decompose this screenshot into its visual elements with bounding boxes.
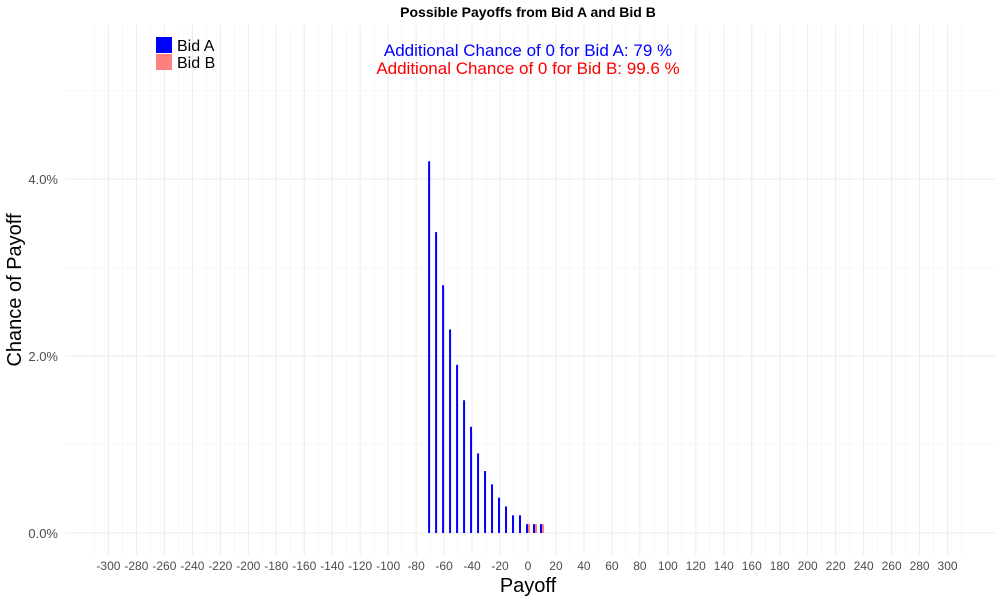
annotation-bid-b: Additional Chance of 0 for Bid B: 99.6 % [376, 59, 679, 78]
bar-bid-a [428, 161, 431, 534]
x-tick-label: 140 [714, 559, 734, 573]
x-tick-label: -280 [124, 559, 148, 573]
x-tick-label: -20 [491, 559, 509, 573]
x-tick-label: -160 [292, 559, 316, 573]
x-tick-label: -200 [236, 559, 260, 573]
y-tick-labels: 0.0% 2.0% 4.0% [28, 172, 58, 541]
x-tick-label: 0 [525, 559, 532, 573]
x-tick-label: -100 [376, 559, 400, 573]
x-tick-label: -220 [208, 559, 232, 573]
bar-bid-b [541, 524, 544, 533]
y-tick-label: 0.0% [28, 526, 58, 541]
legend-label-bid-b: Bid B [177, 55, 215, 72]
bar-bid-a [456, 364, 459, 533]
x-tick-label: 180 [770, 559, 790, 573]
bar-bid-a [512, 515, 515, 533]
bar-bid-a [442, 285, 445, 533]
bar-bid-a [477, 453, 480, 533]
bar-bid-a [449, 329, 452, 533]
bars-group [428, 161, 544, 534]
bar-bid-b [528, 524, 530, 533]
x-tick-label: -180 [264, 559, 288, 573]
bar-bid-a [435, 232, 438, 533]
x-tick-label: -240 [180, 559, 204, 573]
bar-bid-a [470, 426, 473, 533]
bar-bid-a [491, 484, 494, 533]
y-axis-title: Chance of Payoff [4, 213, 26, 367]
y-tick-label: 2.0% [28, 349, 58, 364]
x-tick-label: 160 [742, 559, 762, 573]
bar-bid-b [534, 524, 537, 533]
x-tick-label: -80 [407, 559, 425, 573]
x-tick-label: 100 [658, 559, 678, 573]
bar-bid-a [539, 524, 542, 533]
x-tick-label: -60 [435, 559, 453, 573]
x-tick-label: 80 [633, 559, 647, 573]
x-tick-label: -140 [320, 559, 344, 573]
x-tick-label: -120 [348, 559, 372, 573]
legend-swatch-bid-a [156, 37, 172, 53]
bar-bid-a [519, 515, 522, 533]
legend: Bid A Bid B [156, 37, 215, 72]
x-tick-label: 220 [826, 559, 846, 573]
x-tick-label: 200 [798, 559, 818, 573]
x-axis-title: Payoff [500, 575, 557, 597]
x-tick-label: 20 [549, 559, 563, 573]
bar-bid-a [526, 524, 528, 533]
x-tick-label: 60 [605, 559, 619, 573]
grid-lines [65, 25, 995, 555]
annotation-bid-a: Additional Chance of 0 for Bid A: 79 % [384, 41, 672, 60]
legend-label-bid-a: Bid A [177, 38, 215, 55]
legend-swatch-bid-b [156, 54, 172, 70]
chart-title: Possible Payoffs from Bid A and Bid B [400, 4, 656, 20]
x-tick-label: 240 [854, 559, 874, 573]
bar-bid-a [532, 524, 535, 533]
x-tick-label: -260 [152, 559, 176, 573]
bar-bid-a [498, 497, 501, 533]
bar-bid-a [463, 400, 466, 533]
x-tick-labels: -300 -280 -260 -240 -220 -200 -180 -160 -140 -120… [96, 559, 957, 573]
bar-bid-a [484, 471, 487, 533]
x-tick-label: 260 [882, 559, 902, 573]
x-tick-label: 40 [577, 559, 591, 573]
x-tick-label: 280 [910, 559, 930, 573]
x-tick-label: -300 [96, 559, 120, 573]
x-tick-label: 120 [686, 559, 706, 573]
x-tick-label: 300 [938, 559, 958, 573]
x-tick-label: -40 [463, 559, 481, 573]
y-tick-label: 4.0% [28, 172, 58, 187]
bar-bid-a [505, 506, 508, 533]
